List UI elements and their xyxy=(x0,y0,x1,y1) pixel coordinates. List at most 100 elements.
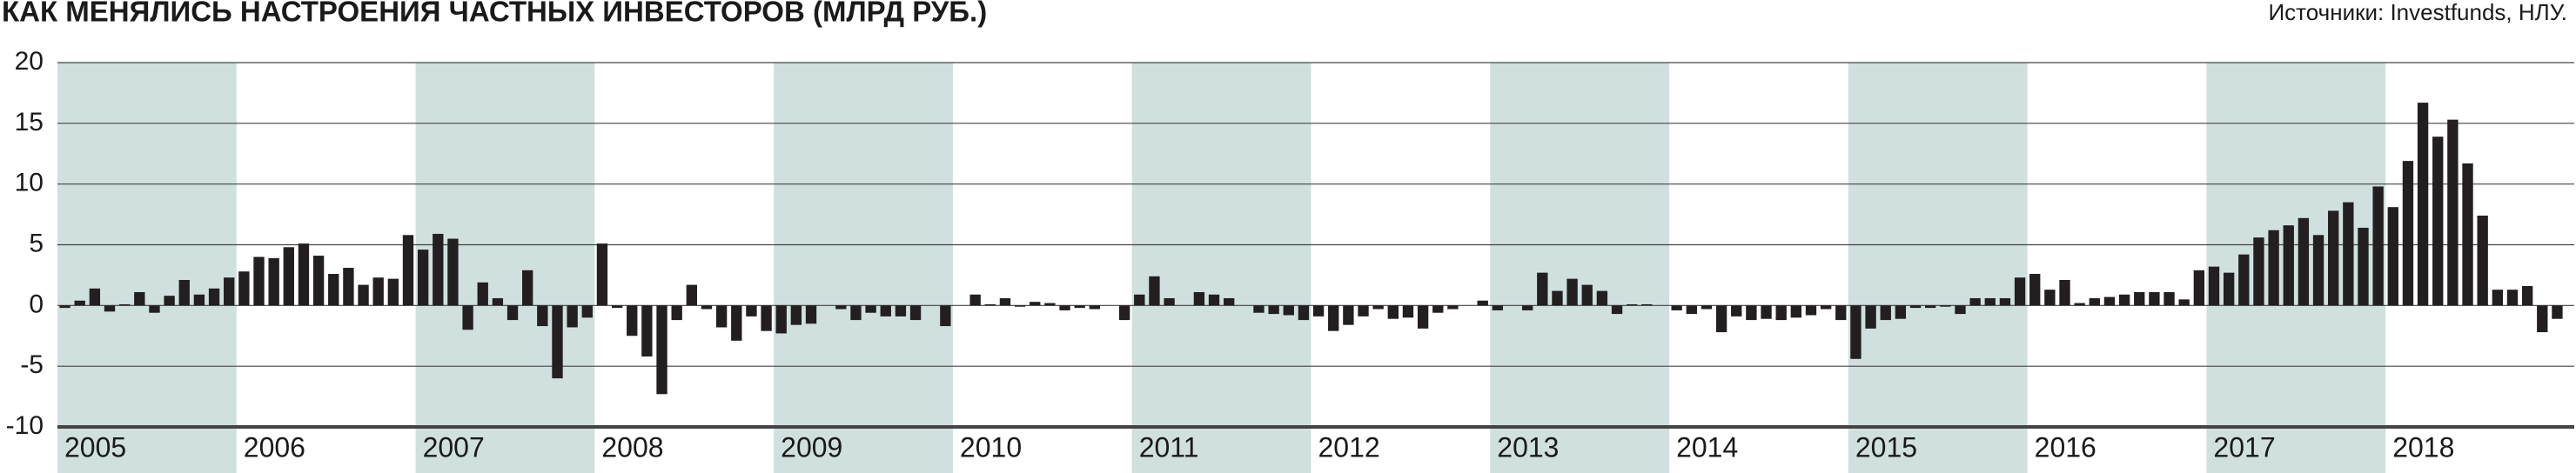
bar xyxy=(74,300,85,306)
bar xyxy=(2178,299,2190,306)
bar xyxy=(2134,291,2145,306)
bar xyxy=(581,305,593,318)
bar xyxy=(2149,291,2160,306)
bar xyxy=(1850,305,1862,359)
bar xyxy=(433,233,444,306)
bar xyxy=(2328,210,2339,306)
bar xyxy=(283,247,294,306)
bar xyxy=(477,282,488,306)
bar xyxy=(1611,305,1623,315)
chart-title: КАК МЕНЯЛИСЬ НАСТРОЕНИЯ ЧАСТНЫХ ИНВЕСТОР… xyxy=(2,0,987,28)
bar xyxy=(372,277,384,306)
bar xyxy=(999,297,1011,306)
x-tick-label: 2018 xyxy=(2392,431,2454,463)
source-note: Источники: Investfunds, НЛУ. xyxy=(2268,0,2567,25)
bar xyxy=(134,291,145,306)
bar xyxy=(850,305,862,321)
bar xyxy=(193,294,205,306)
bar xyxy=(2118,294,2130,306)
bar xyxy=(1805,305,1817,316)
bar xyxy=(1955,305,1966,315)
bar xyxy=(1641,303,1653,306)
bar xyxy=(1372,305,1384,310)
bar xyxy=(2477,215,2488,306)
bar xyxy=(1566,278,1578,306)
bar xyxy=(1492,305,1504,310)
bar xyxy=(2059,280,2070,306)
bar xyxy=(1581,284,1593,306)
bar xyxy=(164,296,175,306)
bar xyxy=(1193,291,1205,306)
bar xyxy=(1134,294,1145,306)
bar xyxy=(969,294,981,306)
bar xyxy=(2417,103,2429,306)
bar xyxy=(1731,305,1742,316)
bar xyxy=(2372,186,2384,306)
bar xyxy=(462,305,473,330)
bar xyxy=(1312,305,1325,316)
x-tick-label: 2009 xyxy=(781,431,842,463)
bar xyxy=(761,305,772,331)
bar xyxy=(1984,297,1996,306)
x-tick-label: 2012 xyxy=(1318,431,1380,463)
bar xyxy=(1074,305,1085,309)
bar xyxy=(1925,305,1936,309)
bar xyxy=(1268,305,1279,315)
y-tick-label: 20 xyxy=(15,47,44,76)
bar xyxy=(358,284,369,306)
bar xyxy=(1761,305,1772,319)
bar xyxy=(1865,305,1876,329)
year-band xyxy=(1131,63,1311,473)
year-band xyxy=(1848,63,2028,473)
bar xyxy=(537,305,548,327)
bar xyxy=(895,305,907,316)
bar xyxy=(596,243,608,306)
bar xyxy=(2029,274,2041,306)
bar xyxy=(1417,305,1429,329)
bar xyxy=(2193,270,2205,306)
y-tick-label: 15 xyxy=(15,108,44,137)
bar xyxy=(1044,303,1056,306)
bar xyxy=(567,305,578,328)
bar xyxy=(268,257,279,306)
bar xyxy=(2358,227,2369,306)
bar xyxy=(328,274,339,306)
bar xyxy=(1746,305,1757,321)
bar xyxy=(611,305,623,309)
bar xyxy=(2552,305,2563,319)
bar xyxy=(715,305,728,328)
bar xyxy=(1715,305,1727,333)
bar xyxy=(2492,290,2504,306)
bar xyxy=(2044,290,2056,306)
bar xyxy=(1224,297,1235,306)
bar xyxy=(2506,290,2519,306)
bar xyxy=(506,305,519,321)
bar xyxy=(447,238,459,306)
bar xyxy=(1999,297,2011,306)
x-tick-label: 2014 xyxy=(1676,431,1738,463)
bar xyxy=(1552,290,1563,306)
bar xyxy=(552,305,563,379)
bar xyxy=(1671,305,1682,310)
bar xyxy=(492,297,504,306)
y-tick-label: 0 xyxy=(29,290,44,318)
x-tick-label: 2017 xyxy=(2213,431,2275,463)
bar xyxy=(1164,297,1175,306)
bar xyxy=(238,271,250,306)
bar xyxy=(59,305,70,309)
bar xyxy=(1283,305,1294,316)
bar xyxy=(805,305,817,324)
bar xyxy=(1253,305,1265,313)
bar xyxy=(1835,305,1847,321)
x-tick-label: 2008 xyxy=(601,431,663,463)
bar xyxy=(686,284,697,306)
bar xyxy=(1790,305,1802,318)
bar xyxy=(880,305,891,316)
x-tick-label: 2013 xyxy=(1497,431,1559,463)
bar xyxy=(343,268,354,306)
bar xyxy=(1030,302,1041,306)
bar xyxy=(1432,305,1444,313)
bar xyxy=(1596,290,1608,306)
x-tick-label: 2006 xyxy=(244,431,305,463)
